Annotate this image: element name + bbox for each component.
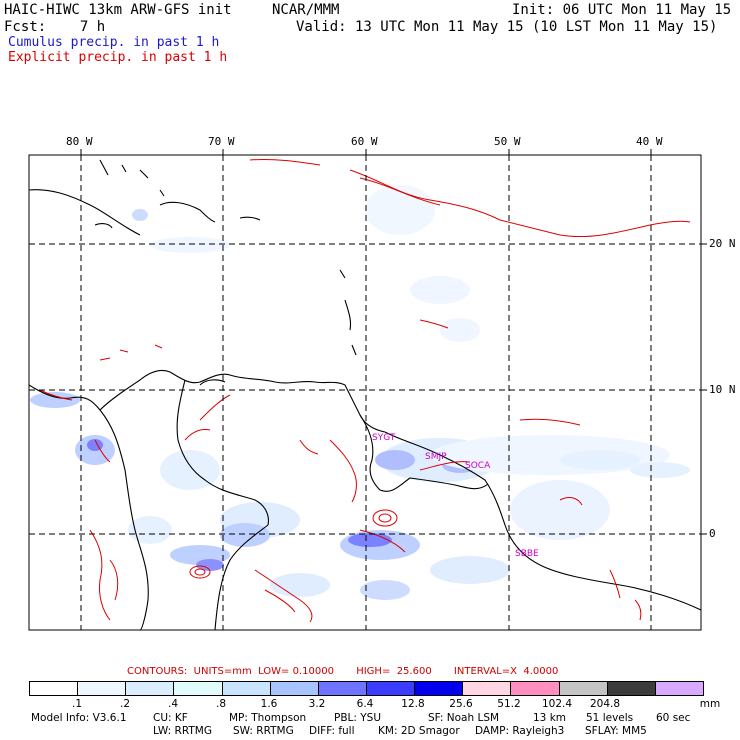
cbar-label: 3.2 <box>308 698 326 710</box>
cbar-label: 12.8 <box>401 698 425 710</box>
explicit-precip-contours <box>39 158 691 623</box>
cbar-swatch-4 <box>174 682 223 695</box>
footer-diff: DIFF: full <box>309 725 355 737</box>
lon-label-60w: 60 W <box>351 135 378 148</box>
footer-damp: DAMP: Rayleigh3 <box>475 725 565 737</box>
footer-sw: SW: RRTMG <box>233 725 294 737</box>
cbar-swatch-11 <box>511 682 560 695</box>
lat-label-10n: 10 N <box>709 383 736 396</box>
footer-levels: 51 levels <box>586 712 634 724</box>
contour-info: CONTOURS: UNITS=mm LOW= 0.10000 HIGH= 25… <box>127 666 559 677</box>
station-sygt: SYGT <box>372 433 396 443</box>
init-time: Init: 06 UTC Mon 11 May 15 <box>512 2 732 18</box>
cbar-swatch-10 <box>463 682 512 695</box>
cbar-swatch-9 <box>415 682 464 695</box>
footer-lw: LW: RRTMG <box>153 725 212 737</box>
cbar-label: .8 <box>215 698 227 710</box>
colorbar <box>29 681 704 696</box>
cbar-swatch-13 <box>607 682 656 695</box>
center-name: NCAR/MMM <box>272 2 340 18</box>
cbar-label: 25.6 <box>449 698 473 710</box>
cbar-swatch-6 <box>270 682 319 695</box>
footer-km: KM: 2D Smagor <box>378 725 460 737</box>
cbar-label: 6.4 <box>356 698 374 710</box>
station-smjp: SMJP <box>425 452 447 462</box>
footer-sf: SF: Noah LSM <box>428 712 500 724</box>
cbar-unit: mm <box>699 698 721 710</box>
cbar-label: .4 <box>167 698 179 710</box>
lat-lon-grid <box>29 155 701 630</box>
station-labels: SBBE SMJP SOCA SYGT <box>372 433 539 559</box>
model-title: HAIC-HIWC 13km ARW-GFS init <box>4 2 232 18</box>
lat-label-0: 0 <box>709 527 716 540</box>
cbar-label: 1.6 <box>260 698 278 710</box>
explicit-legend: Explicit precip. in past 1 h <box>8 50 228 65</box>
lon-label-70w: 70 W <box>208 135 235 148</box>
axis-ticks <box>80 149 707 535</box>
valid-time: Valid: 13 UTC Mon 11 May 15 (10 LST Mon … <box>296 19 718 35</box>
cbar-label: .2 <box>119 698 131 710</box>
cbar-label: 102.4 <box>541 698 573 710</box>
cbar-label: .1 <box>71 698 83 710</box>
footer-timestep: 60 sec <box>656 712 691 724</box>
cbar-swatch-3 <box>126 682 175 695</box>
cbar-swatch-5 <box>222 682 271 695</box>
forecast-hour: Fcst: 7 h <box>4 19 106 35</box>
footer-sflay: SFLAY: MM5 <box>585 725 647 737</box>
coastlines <box>29 159 701 630</box>
footer-res: 13 km <box>533 712 567 724</box>
cbar-label: 204.8 <box>589 698 621 710</box>
cbar-swatch-12 <box>559 682 608 695</box>
cbar-swatch-2 <box>78 682 127 695</box>
cbar-swatch-7 <box>318 682 367 695</box>
footer-pbl: PBL: YSU <box>334 712 382 724</box>
lat-label-20n: 20 N <box>709 237 736 250</box>
cbar-swatch-14 <box>655 682 703 695</box>
cumulus-legend: Cumulus precip. in past 1 h <box>8 35 220 50</box>
lon-label-80w: 80 W <box>66 135 93 148</box>
station-sbbe: SBBE <box>515 549 539 559</box>
lon-label-50w: 50 W <box>494 135 521 148</box>
footer-version: Model Info: V3.6.1 <box>31 712 127 724</box>
footer-mp: MP: Thompson <box>229 712 307 724</box>
lon-label-40w: 40 W <box>636 135 663 148</box>
footer-cu: CU: KF <box>153 712 188 724</box>
station-soca: SOCA <box>465 461 491 471</box>
cbar-swatch-8 <box>366 682 416 695</box>
precip-map: SBBE SMJP SOCA SYGT <box>28 149 707 631</box>
cbar-label: 51.2 <box>497 698 521 710</box>
cbar-swatch-1 <box>30 682 79 695</box>
